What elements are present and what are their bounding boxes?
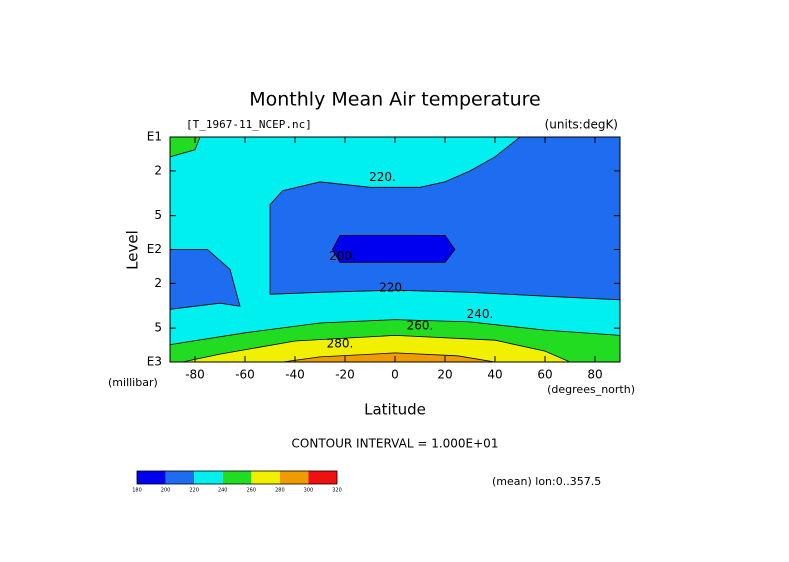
x-tick-label: 0 [391, 368, 399, 382]
colorbar-frame [136, 470, 338, 485]
y-units: (millibar) [108, 376, 158, 389]
colorbar-label: 300 [304, 488, 314, 494]
source: [T_1967-11_NCEP.nc] [186, 118, 312, 131]
chart-title: Monthly Mean Air temperature [249, 89, 540, 111]
colorbar-label: 260 [247, 488, 257, 494]
colorbar-box [222, 471, 252, 484]
colorbar-box [165, 471, 195, 484]
x-tick-label: -20 [335, 368, 355, 382]
y-tick-label: 5 [154, 321, 162, 335]
contour-label: 260. [407, 319, 434, 333]
y-tick-label: E2 [147, 242, 162, 256]
colorbar-label: 280 [275, 488, 285, 494]
contour-interval: CONTOUR INTERVAL = 1.000E+01 [292, 437, 499, 451]
x-units: (degrees_north) [547, 383, 635, 396]
contour-label: 200. [329, 249, 356, 263]
colorbar-box [137, 471, 166, 484]
colorbar-box [251, 471, 280, 484]
colorbar-label: 200 [161, 488, 171, 494]
contour-region [182, 334, 571, 362]
regions [170, 137, 620, 362]
contour-region [282, 352, 496, 362]
x-axis-label: Latitude [364, 401, 426, 419]
x-tick-label: 80 [587, 368, 602, 382]
colorbar-box [194, 471, 223, 484]
colorbar-label: 180 [132, 488, 142, 494]
x-tick-label: 60 [537, 368, 552, 382]
contour-region [332, 235, 456, 263]
contour-label: 220. [369, 170, 396, 184]
y-tick-label: 2 [154, 276, 162, 290]
x-tick-label: -40 [285, 368, 305, 382]
x-tick-label: 20 [437, 368, 452, 382]
x-tick-label: -80 [185, 368, 205, 382]
axes: -80 -60 -40 -20 0 20 40 60 80 E1 2 5 E2 2 5 E3 [147, 130, 621, 382]
y-tick-label: E3 [147, 355, 162, 369]
contour-region [170, 137, 201, 158]
contour-label: 280. [327, 336, 354, 350]
contour-region [170, 249, 241, 310]
colorbar-label: 240 [218, 488, 228, 494]
y-tick-label: 5 [154, 208, 162, 222]
x-tick-label: 40 [487, 368, 502, 382]
colorbar-label: 320 [332, 488, 342, 494]
colorbar-box [308, 471, 337, 484]
contour-label: 240. [467, 307, 494, 321]
units: (units:degK) [545, 118, 618, 132]
contour-label: 220. [379, 281, 406, 295]
y-axis-label: Level [124, 230, 142, 270]
note: (mean) lon:0..357.5 [492, 475, 601, 488]
colorbar-box [279, 471, 309, 484]
y-tick-label: E1 [147, 130, 162, 144]
colorbar-label: 220 [189, 488, 199, 494]
x-tick-label: -60 [235, 368, 255, 382]
y-tick-label: 2 [154, 163, 162, 177]
plot-area: 220. 200. 220. 240. 260. 280. [170, 137, 620, 362]
